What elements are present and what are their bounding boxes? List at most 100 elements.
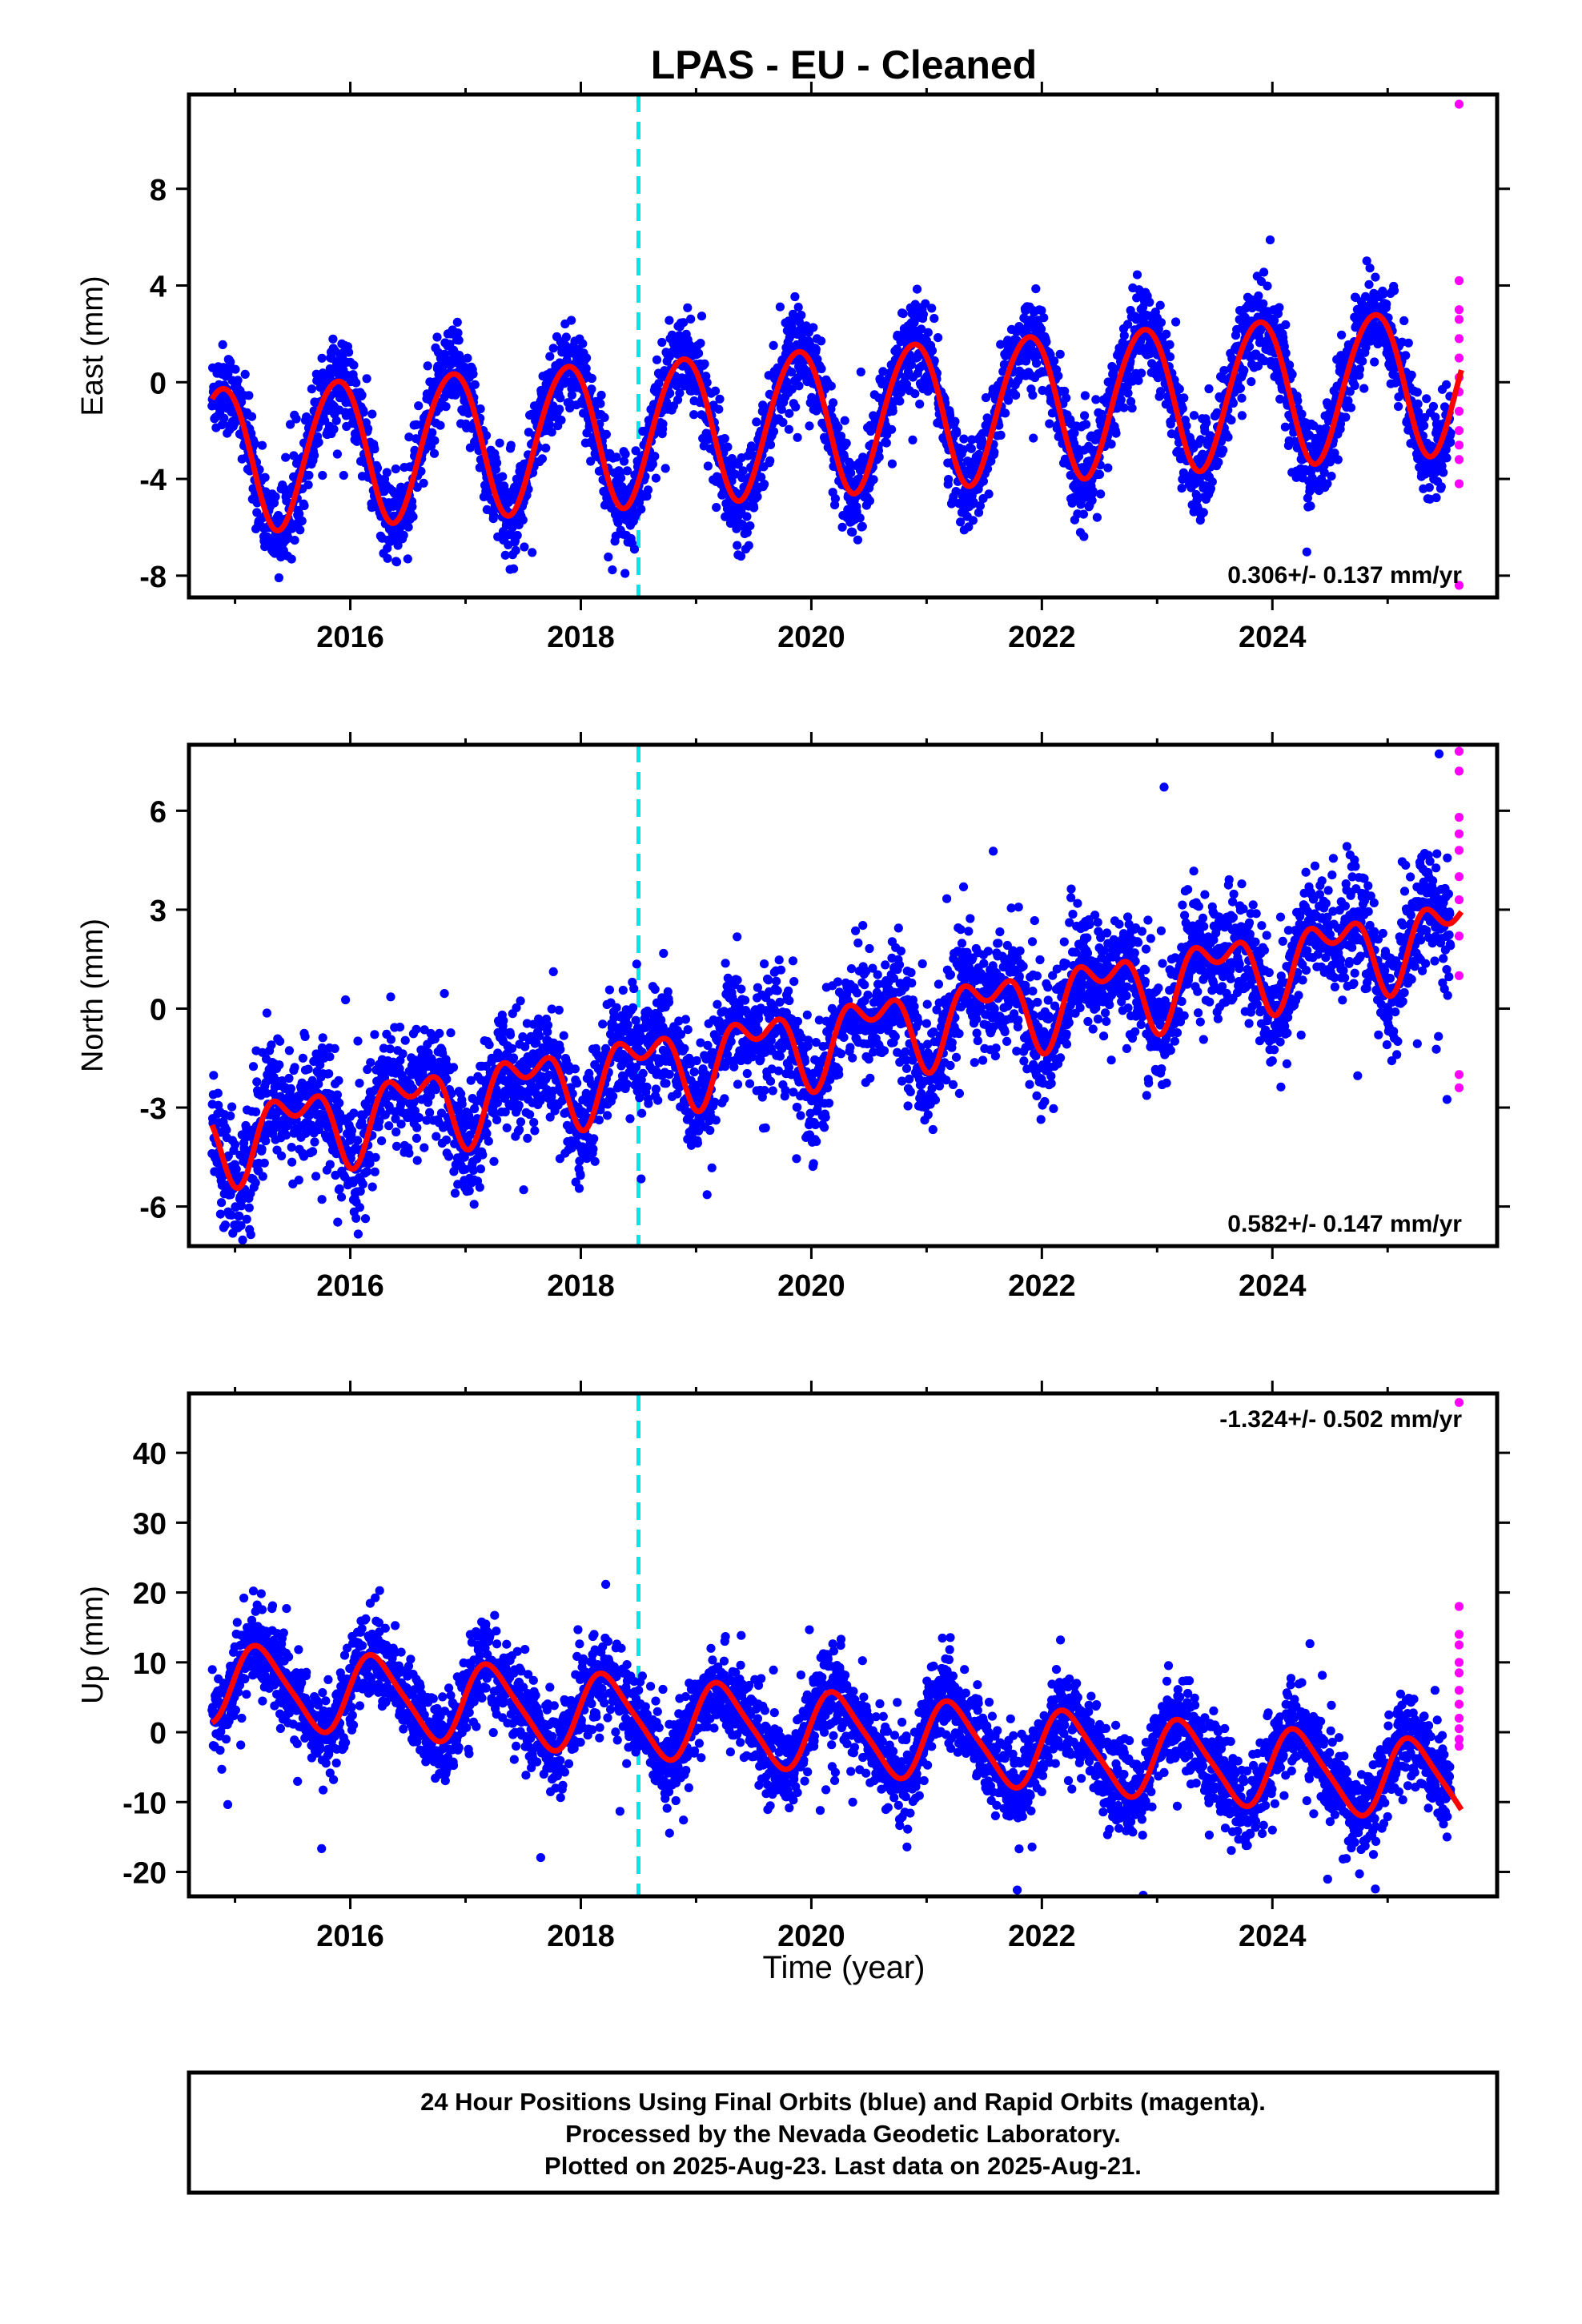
- final-orbit-point: [1399, 316, 1409, 326]
- final-orbit-point: [651, 473, 661, 483]
- final-orbit-point: [217, 1198, 227, 1208]
- final-orbit-point: [468, 369, 478, 379]
- final-orbit-point: [347, 1126, 357, 1136]
- final-orbit-point: [1080, 391, 1090, 400]
- final-orbit-point: [519, 1185, 528, 1195]
- final-orbit-point: [1382, 300, 1391, 309]
- final-orbit-point: [420, 1143, 429, 1152]
- final-orbit-point: [330, 1043, 339, 1053]
- final-orbit-point: [307, 384, 316, 394]
- final-orbit-point: [281, 1130, 291, 1140]
- final-orbit-point: [274, 573, 283, 583]
- final-orbit-point: [384, 1121, 394, 1131]
- final-orbit-point: [733, 460, 743, 469]
- final-orbit-point: [275, 1036, 285, 1046]
- final-orbit-point: [888, 406, 897, 416]
- final-orbit-point: [287, 1157, 297, 1167]
- final-orbit-point: [290, 536, 299, 545]
- x-tick-label: 2016: [316, 621, 384, 654]
- final-orbit-point: [244, 1203, 254, 1212]
- final-orbit-point: [303, 1064, 313, 1074]
- final-orbit-point: [996, 430, 1006, 440]
- final-orbit-point: [874, 452, 884, 462]
- final-orbit-point: [865, 496, 874, 506]
- final-orbit-point: [377, 1136, 387, 1146]
- final-orbit-point: [331, 416, 341, 425]
- final-orbit-point: [923, 386, 933, 396]
- final-orbit-point: [478, 1150, 488, 1160]
- final-orbit-point: [887, 424, 897, 434]
- final-orbit-point: [476, 1164, 486, 1174]
- final-orbit-point: [1179, 393, 1189, 403]
- final-orbit-point: [492, 1115, 502, 1124]
- final-orbit-point: [1275, 303, 1284, 312]
- final-orbit-point: [353, 1036, 363, 1046]
- final-orbit-point: [537, 454, 548, 464]
- final-orbit-point: [227, 1102, 237, 1112]
- final-orbit-point: [1355, 364, 1365, 374]
- final-orbit-point: [895, 396, 905, 406]
- final-orbit-point: [403, 554, 412, 564]
- final-orbit-point: [302, 412, 311, 422]
- final-orbit-point: [1259, 299, 1268, 308]
- final-orbit-point: [1137, 368, 1146, 378]
- final-orbit-point: [314, 437, 323, 447]
- final-orbit-point: [1123, 388, 1133, 398]
- final-orbit-point: [398, 1049, 408, 1059]
- final-orbit-point: [261, 1136, 271, 1146]
- y-tick-label: 4: [150, 271, 167, 304]
- final-orbit-point: [281, 452, 291, 462]
- final-orbit-point: [793, 432, 802, 442]
- final-orbit-point: [236, 1220, 246, 1230]
- final-orbit-point: [507, 1043, 517, 1053]
- final-orbit-point: [1136, 336, 1146, 346]
- final-orbit-point: [1028, 390, 1038, 400]
- final-orbit-point: [661, 397, 672, 407]
- final-orbit-point: [386, 992, 396, 1002]
- final-orbit-point: [1145, 297, 1154, 307]
- final-orbit-point: [404, 432, 414, 442]
- final-orbit-point: [1442, 453, 1452, 463]
- final-orbit-point: [657, 337, 667, 348]
- final-orbit-point: [436, 420, 445, 430]
- final-orbit-point: [383, 544, 392, 553]
- final-orbit-point: [648, 460, 658, 469]
- final-orbit-point: [700, 359, 709, 368]
- final-orbit-point: [736, 551, 746, 561]
- final-orbit-point: [408, 512, 418, 521]
- model-fit-curve: [209, 312, 1464, 534]
- final-orbit-point: [686, 314, 696, 324]
- final-orbit-point: [308, 1147, 318, 1156]
- final-orbit-point: [1362, 256, 1371, 266]
- final-orbit-point: [652, 355, 662, 364]
- final-orbit-point: [665, 316, 674, 325]
- final-orbit-point: [366, 1058, 375, 1068]
- x-tick-label: 2018: [547, 621, 615, 654]
- final-orbit-point: [482, 1128, 492, 1139]
- final-orbit-point: [765, 440, 776, 450]
- final-orbit-point: [959, 434, 969, 444]
- final-orbit-point: [349, 360, 359, 370]
- final-orbit-point: [414, 1113, 424, 1123]
- final-orbit-point: [923, 328, 933, 337]
- final-orbit-point: [470, 380, 480, 389]
- final-orbit-point: [383, 553, 392, 563]
- final-orbit-point: [1293, 396, 1303, 406]
- final-orbit-point: [790, 292, 800, 302]
- final-orbit-point: [586, 456, 596, 466]
- final-orbit-point: [918, 309, 928, 320]
- final-orbit-point: [909, 318, 919, 328]
- final-orbit-point: [412, 482, 422, 493]
- final-orbit-point: [620, 449, 630, 459]
- rapid-orbits-series: [1454, 99, 1464, 590]
- final-orbit-point: [1189, 411, 1199, 420]
- final-orbit-point: [341, 995, 351, 1005]
- final-orbit-point: [1074, 452, 1084, 461]
- rapid-orbit-point: [1454, 305, 1464, 315]
- final-orbit-point: [927, 304, 937, 313]
- final-orbit-point: [978, 476, 988, 486]
- final-orbit-point: [1082, 420, 1091, 429]
- final-orbit-point: [219, 413, 229, 423]
- final-orbit-point: [1070, 484, 1081, 494]
